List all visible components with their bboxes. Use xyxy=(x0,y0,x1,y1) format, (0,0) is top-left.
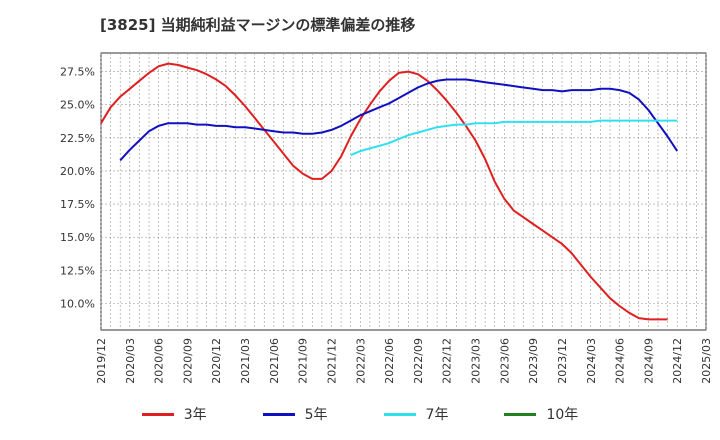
x-tick-label: 2023/06 xyxy=(498,338,511,384)
x-tick-label: 2022/03 xyxy=(354,338,367,384)
legend-swatch xyxy=(141,412,174,416)
x-tick-label: 2024/06 xyxy=(614,338,627,384)
x-tick-label: 2022/09 xyxy=(412,338,425,384)
y-tick-label: 22.5% xyxy=(60,132,95,145)
y-tick-label: 10.0% xyxy=(60,297,95,310)
series-line-3 xyxy=(350,119,678,157)
x-tick-label: 2019/12 xyxy=(95,338,108,384)
y-tick-label: 25.0% xyxy=(60,99,95,112)
x-tick-label: 2020/03 xyxy=(124,338,137,384)
legend-item-2: 5年 xyxy=(262,404,328,424)
y-tick-label: 27.5% xyxy=(60,66,95,79)
series-lines xyxy=(100,62,679,321)
legend-swatch xyxy=(383,412,416,416)
y-tick-label: 17.5% xyxy=(60,198,95,211)
legend-swatch xyxy=(504,412,537,416)
legend: 3年 5年 7年 10年 xyxy=(0,404,720,424)
y-tick-label: 15.0% xyxy=(60,231,95,244)
x-tick-label: 2024/12 xyxy=(671,338,684,384)
x-tick-label: 2022/06 xyxy=(383,338,396,384)
plot-area xyxy=(100,52,707,331)
x-tick-label: 2021/03 xyxy=(239,338,252,384)
x-tick-label: 2023/12 xyxy=(556,338,569,384)
x-tick-label: 2020/12 xyxy=(210,338,223,384)
x-tick-label: 2020/06 xyxy=(153,338,166,384)
legend-label: 3年 xyxy=(183,407,207,423)
x-tick-label: 2024/09 xyxy=(642,338,655,384)
x-tick-label: 2023/09 xyxy=(527,338,540,384)
x-tick-label: 2024/03 xyxy=(585,338,598,384)
x-tick-label: 2021/06 xyxy=(268,338,281,384)
x-axis-tick-labels: 2019/12 2020/03 2020/06 2020/09 2020/12 2021/… xyxy=(95,338,713,384)
y-tick-label: 12.5% xyxy=(60,264,95,277)
series-line-2 xyxy=(119,78,679,162)
x-tick-label: 2021/09 xyxy=(297,338,310,384)
x-tick-label: 2021/12 xyxy=(325,338,338,384)
legend-item-3: 7年 xyxy=(383,404,449,424)
legend-swatch xyxy=(262,412,295,416)
y-tick-label: 20.0% xyxy=(60,165,95,178)
y-axis-tick-labels: 10.0% 12.5% 15.0% 17.5% 20.0% 22.5% 25.0% 27.5% xyxy=(60,66,95,311)
legend-label: 10年 xyxy=(546,407,579,423)
legend-item-4: 10年 xyxy=(504,404,578,424)
legend-label: 5年 xyxy=(304,407,328,423)
series-line-1 xyxy=(100,62,668,321)
legend-item-1: 3年 xyxy=(141,404,207,424)
x-tick-label: 2020/09 xyxy=(181,338,194,384)
x-tick-label: 2023/03 xyxy=(470,338,483,384)
x-tick-label: 2022/12 xyxy=(441,338,454,384)
legend-label: 7年 xyxy=(425,407,449,423)
x-tick-label: 2025/03 xyxy=(700,338,713,384)
chart-title: [3825] 当期純利益マージンの標準偏差の推移 xyxy=(100,16,416,34)
